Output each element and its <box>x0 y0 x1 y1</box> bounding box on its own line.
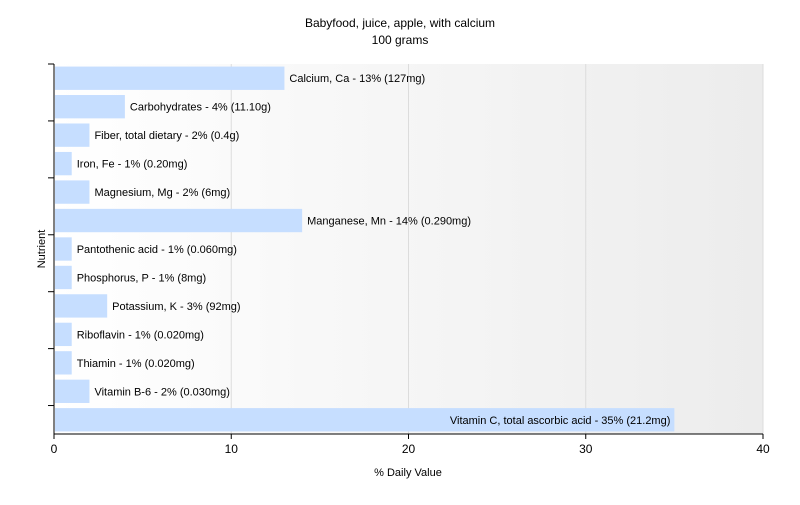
bar-label: Potassium, K - 3% (92mg) <box>112 301 240 313</box>
x-axis-label: % Daily Value <box>374 467 442 479</box>
bar-label: Pantothenic acid - 1% (0.060mg) <box>77 244 237 256</box>
bar-label: Phosphorus, P - 1% (8mg) <box>77 272 206 284</box>
bar-label: Manganese, Mn - 14% (0.290mg) <box>307 216 471 228</box>
bar <box>55 322 72 347</box>
bar-labels: Calcium, Ca - 13% (127mg) Carbohydrates -… <box>77 73 671 427</box>
bar-label: Fiber, total dietary - 2% (0.4g) <box>94 130 239 142</box>
bar <box>55 408 675 432</box>
x-tick-label: 40 <box>756 442 770 456</box>
bar <box>55 95 125 119</box>
bar <box>55 123 90 147</box>
bar-label: Carbohydrates - 4% (11.10g) <box>130 102 271 114</box>
x-tick-label: 0 <box>51 442 58 456</box>
bar-label: Iron, Fe - 1% (0.20mg) <box>77 159 188 171</box>
bar <box>55 208 303 233</box>
grid-lines <box>230 64 764 434</box>
bar <box>55 379 90 403</box>
bar-label: Thiamin - 1% (0.020mg) <box>77 358 195 370</box>
bar-label: Vitamin C, total ascorbic acid - 35% (21… <box>450 415 671 427</box>
x-tick-label: 10 <box>225 442 239 456</box>
bar-label: Riboflavin - 1% (0.020mg) <box>77 329 204 341</box>
x-ticks: 0 10 20 30 40 <box>51 434 770 456</box>
bar-label: Magnesium, Mg - 2% (6mg) <box>94 187 230 199</box>
bar-label: Calcium, Ca - 13% (127mg) <box>289 73 425 85</box>
bar <box>55 237 72 261</box>
chart-title: Babyfood, juice, apple, with calcium <box>305 16 495 30</box>
x-tick-label: 30 <box>579 442 593 456</box>
bars <box>55 66 675 432</box>
bar <box>55 294 108 318</box>
bar <box>55 180 90 204</box>
y-ticks <box>48 63 54 407</box>
bar <box>55 351 72 375</box>
bar <box>55 66 285 90</box>
y-axis-label: Nutrient <box>36 230 48 269</box>
bar <box>55 265 72 290</box>
bar-label: Vitamin B-6 - 2% (0.030mg) <box>94 386 230 398</box>
x-tick-label: 20 <box>402 442 416 456</box>
chart-subtitle: 100 grams <box>372 33 429 47</box>
bar <box>55 151 72 176</box>
